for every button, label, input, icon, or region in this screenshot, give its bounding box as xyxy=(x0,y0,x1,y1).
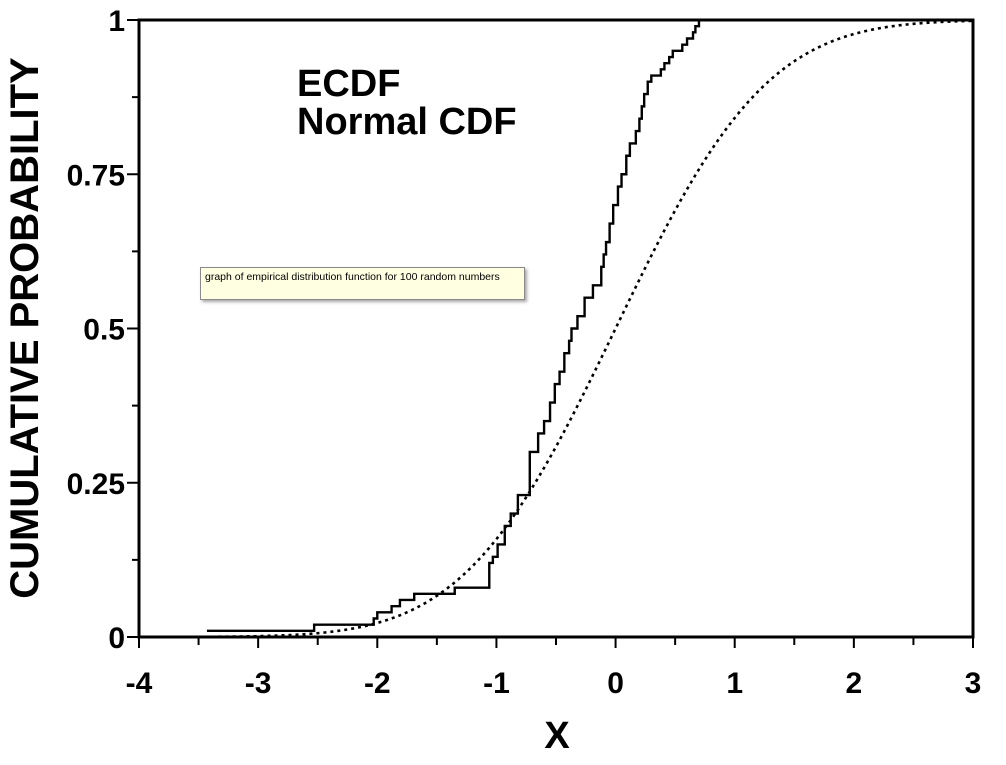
x-tick-label: 1 xyxy=(726,667,743,700)
x-tick-label: -3 xyxy=(245,667,272,700)
legend-entry-ecdf: ECDF xyxy=(297,63,400,105)
x-tick-label: -4 xyxy=(126,667,153,700)
x-axis-ticks: -4 -3 -2 -1 0 1 2 3 xyxy=(126,637,982,700)
x-axis-title: X xyxy=(544,715,570,757)
y-tick-label: 0 xyxy=(108,622,125,655)
y-axis-ticks: 0 0.25 0.5 0.75 1 xyxy=(67,5,139,655)
legend-entry-normal-cdf: Normal CDF xyxy=(297,101,517,143)
normal-cdf-curve xyxy=(204,19,974,639)
x-tick-label: -1 xyxy=(483,667,510,700)
x-tick-label: -2 xyxy=(364,667,391,700)
x-tick-label: 0 xyxy=(607,667,624,700)
tooltip: graph of empirical distribution function… xyxy=(200,267,525,300)
x-tick-label: 2 xyxy=(846,667,863,700)
y-tick-label: 0.75 xyxy=(67,159,125,192)
y-tick-label: 0.5 xyxy=(83,314,125,347)
x-tick-label: 3 xyxy=(965,667,982,700)
ecdf-step-line xyxy=(206,18,973,633)
y-axis-title: CUMULATIVE PROBABILITY xyxy=(3,57,47,599)
y-tick-label: 1 xyxy=(108,5,125,38)
y-tick-label: 0.25 xyxy=(67,468,125,501)
plot-frame xyxy=(137,18,975,639)
series-layer xyxy=(204,18,974,639)
